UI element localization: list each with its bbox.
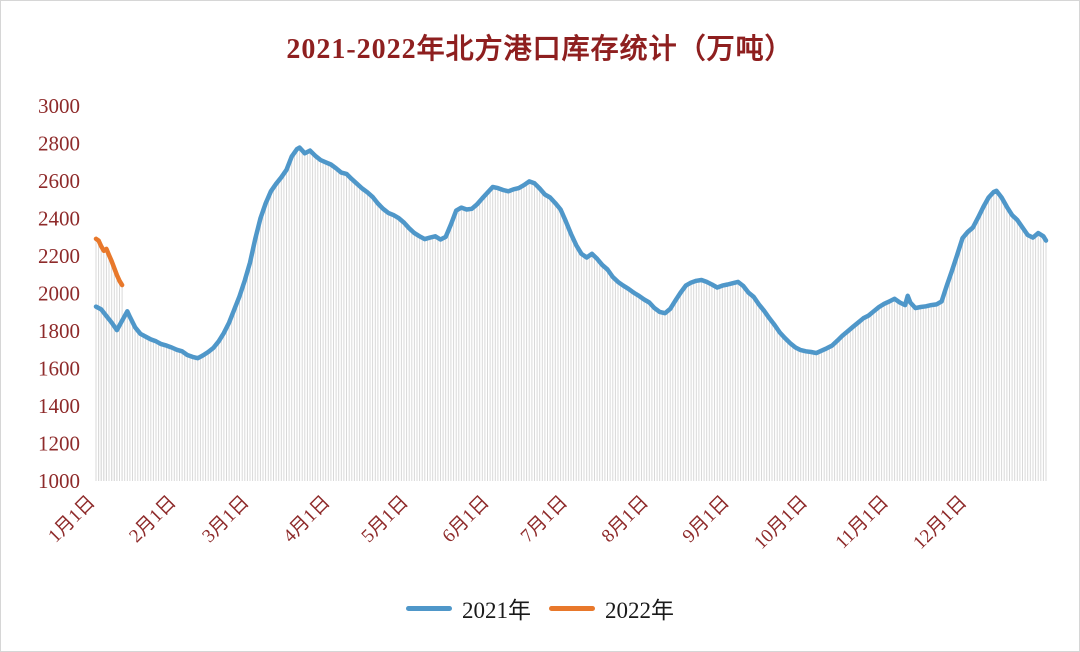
x-tick-label: 1月1日 [44,492,99,547]
y-tick-label: 1400 [38,394,80,418]
x-tick-label: 7月1日 [517,492,572,547]
x-tick-label: 9月1日 [679,492,734,547]
y-tick-label: 1000 [38,469,80,493]
x-tick-label: 6月1日 [438,492,493,547]
y-tick-label: 2000 [38,282,80,306]
y-tick-label: 2200 [38,244,80,268]
y-tick-label: 1800 [38,319,80,343]
series-line-2022年 [93,236,125,288]
legend-item-2021: 2021年 [406,591,531,625]
x-tick-label: 4月1日 [279,492,334,547]
y-tick-label: 2800 [38,132,80,156]
x-tick-label: 10月1日 [750,492,812,554]
y-tick-label: 1600 [38,357,80,381]
chart-title: 2021-2022年北方港口库存统计（万吨） [286,34,794,65]
legend: 2021年 2022年 [1,591,1079,625]
x-tick-label: 12月1日 [909,492,971,554]
legend-swatch-2021 [406,605,452,611]
y-tick-label: 2400 [38,207,80,231]
legend-item-2022: 2022年 [549,591,674,625]
x-tick-label: 8月1日 [598,492,653,547]
x-tick-label: 11月1日 [832,492,893,553]
y-tick-label: 2600 [38,169,80,193]
y-tick-label: 1200 [38,432,80,456]
y-tick-label: 3000 [38,94,80,118]
legend-label-2022: 2022年 [605,598,674,623]
inventory-line-chart: 3000 2800 2600 2400 2200 2000 1800 1600 1400 1200… [38,94,1049,554]
legend-label-2021: 2021年 [462,598,531,623]
x-tick-label: 3月1日 [198,492,253,547]
x-tick-label: 2月1日 [125,492,180,547]
x-tick-label: 5月1日 [358,492,413,547]
legend-swatch-2022 [549,605,595,611]
series-line-2021年 [93,145,1049,361]
